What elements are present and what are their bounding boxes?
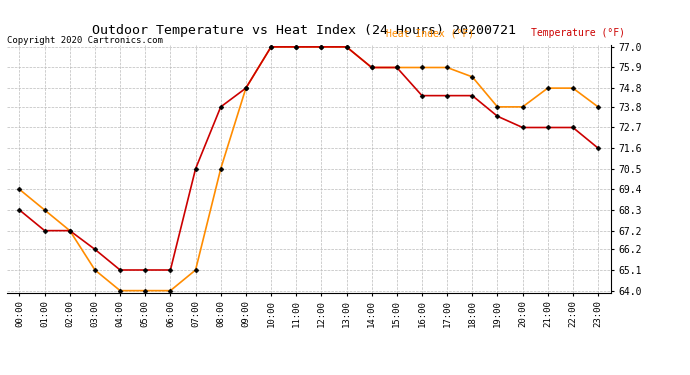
Temperature (°F) (41, 228, 49, 233)
Temperature (°F) (141, 268, 150, 272)
Heat Index (°F) (15, 187, 23, 192)
Temperature (°F) (217, 105, 225, 109)
Heat Index (°F) (418, 65, 426, 70)
Heat Index (°F) (493, 105, 502, 109)
Heat Index (°F) (217, 166, 225, 171)
Heat Index (°F) (368, 65, 376, 70)
Text: Temperature (°F): Temperature (°F) (531, 28, 625, 38)
Heat Index (°F) (166, 288, 175, 293)
Heat Index (°F) (141, 288, 150, 293)
Temperature (°F) (91, 247, 99, 252)
Text: Outdoor Temperature vs Heat Index (24 Hours) 20200721: Outdoor Temperature vs Heat Index (24 Ho… (92, 24, 515, 38)
Heat Index (°F) (191, 268, 199, 272)
Temperature (°F) (66, 228, 74, 233)
Heat Index (°F) (342, 45, 351, 49)
Temperature (°F) (468, 93, 476, 98)
Temperature (°F) (15, 208, 23, 212)
Temperature (°F) (518, 125, 526, 130)
Temperature (°F) (368, 65, 376, 70)
Temperature (°F) (292, 45, 300, 49)
Heat Index (°F) (443, 65, 451, 70)
Temperature (°F) (493, 114, 502, 118)
Temperature (°F) (569, 125, 577, 130)
Temperature (°F) (594, 146, 602, 150)
Heat Index (°F) (66, 228, 74, 233)
Temperature (°F) (393, 65, 401, 70)
Heat Index (°F) (292, 45, 300, 49)
Text: Heat Index (°F): Heat Index (°F) (386, 28, 475, 38)
Heat Index (°F) (91, 268, 99, 272)
Heat Index (°F) (569, 86, 577, 90)
Text: Copyright 2020 Cartronics.com: Copyright 2020 Cartronics.com (7, 36, 163, 45)
Line: Heat Index (°F): Heat Index (°F) (18, 45, 600, 292)
Heat Index (°F) (41, 208, 49, 212)
Temperature (°F) (418, 93, 426, 98)
Heat Index (°F) (518, 105, 526, 109)
Temperature (°F) (267, 45, 275, 49)
Temperature (°F) (443, 93, 451, 98)
Heat Index (°F) (468, 75, 476, 79)
Heat Index (°F) (594, 105, 602, 109)
Heat Index (°F) (393, 65, 401, 70)
Heat Index (°F) (267, 45, 275, 49)
Heat Index (°F) (544, 86, 552, 90)
Heat Index (°F) (241, 86, 250, 90)
Temperature (°F) (342, 45, 351, 49)
Temperature (°F) (116, 268, 124, 272)
Temperature (°F) (166, 268, 175, 272)
Temperature (°F) (241, 86, 250, 90)
Temperature (°F) (191, 166, 199, 171)
Heat Index (°F) (116, 288, 124, 293)
Line: Temperature (°F): Temperature (°F) (18, 45, 600, 272)
Heat Index (°F) (317, 45, 326, 49)
Temperature (°F) (317, 45, 326, 49)
Temperature (°F) (544, 125, 552, 130)
